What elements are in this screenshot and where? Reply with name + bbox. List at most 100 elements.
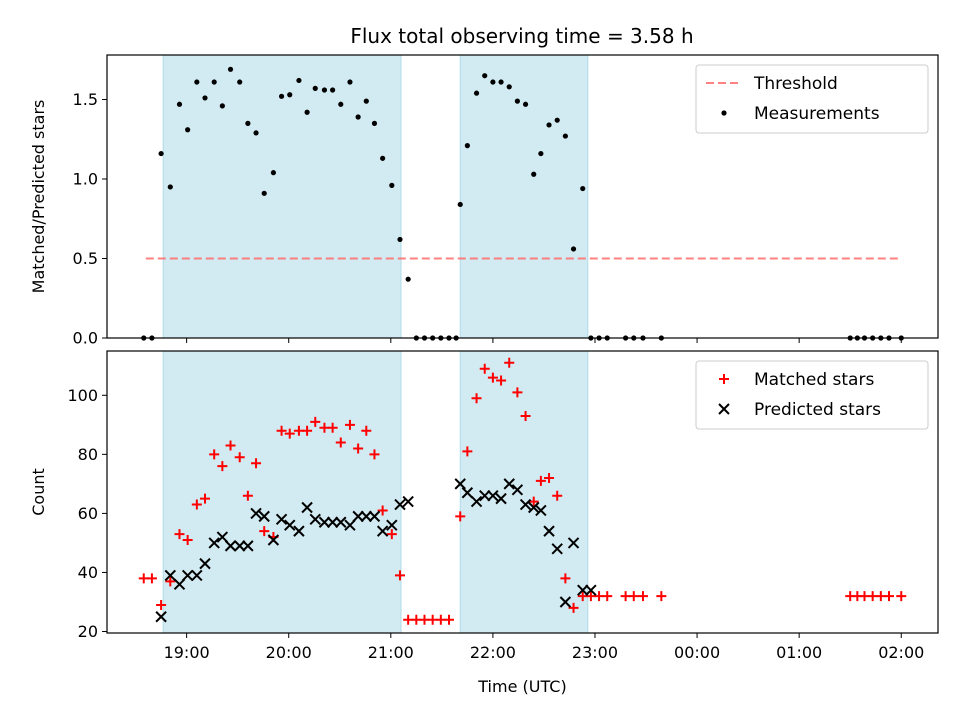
- measurement-point: [473, 90, 480, 96]
- measurement-point: [296, 77, 302, 84]
- measurement-point: [570, 246, 577, 252]
- x-tick-label: 22:00: [470, 643, 516, 662]
- top-data-points: [141, 66, 904, 341]
- measurement-point: [380, 155, 386, 161]
- measurement-point: [347, 79, 353, 85]
- predicted-star-point: [585, 584, 597, 596]
- matched-star-point: [479, 363, 490, 374]
- measurement-point: [522, 101, 529, 107]
- predicted-star-point: [250, 507, 262, 520]
- matched-star-point: [369, 449, 380, 460]
- bottom-y-axis-label: Count: [29, 468, 48, 516]
- matched-star-point: [637, 591, 648, 602]
- x-tick-label: 01:00: [776, 643, 822, 662]
- bottom-axes-frame: [106, 350, 939, 634]
- measurement-point: [270, 170, 277, 176]
- matched-star-point: [276, 425, 287, 436]
- matched-star-point: [656, 591, 667, 602]
- matched-star-point: [191, 499, 202, 510]
- matched-star-point: [443, 614, 454, 625]
- predicted-star-point: [479, 489, 491, 502]
- matched-star-point: [234, 452, 245, 463]
- y-tick-label: 0.0: [73, 329, 98, 348]
- matched-star-point: [602, 591, 613, 602]
- matched-star-point: [544, 472, 555, 483]
- matched-star-point: [386, 529, 397, 540]
- x-tick-label: 02:00: [878, 643, 924, 662]
- measurement-point: [176, 101, 183, 107]
- predicted-star-point: [360, 510, 373, 523]
- measurement-point: [194, 79, 200, 85]
- legend-label: Threshold: [753, 74, 838, 94]
- matched-star-point: [883, 591, 894, 602]
- predicted-star-point: [208, 537, 220, 549]
- matched-star-point: [165, 576, 176, 587]
- matched-star-point: [182, 534, 193, 545]
- y-tick-label: 100: [67, 386, 98, 405]
- matched-star-point: [455, 511, 466, 522]
- predicted-star-point: [344, 519, 356, 531]
- top-y-axis-label: Matched/Predicted stars: [29, 100, 48, 294]
- measurement-point: [397, 236, 403, 243]
- bottom-y-axis: 20 40 60 80 100: [67, 386, 107, 641]
- top-y-axis: 0.0 0.5 1.0 1.5: [73, 90, 107, 348]
- predicted-star-point: [461, 487, 474, 499]
- measurement-point: [338, 101, 344, 107]
- shaded-interval-1: [162, 350, 402, 634]
- matched-star-point: [344, 419, 355, 430]
- measurement-point: [389, 182, 395, 188]
- predicted-star-point: [577, 584, 589, 596]
- measurement-point: [278, 93, 285, 99]
- measurement-point: [457, 201, 463, 208]
- shaded-interval-1: [162, 54, 402, 339]
- matched-star-point: [471, 393, 482, 404]
- legend-marker-matched: [719, 374, 729, 384]
- x-tick-label: 20:00: [266, 643, 312, 662]
- predicted-star-point: [155, 611, 167, 623]
- legend-label: Measurements: [754, 104, 880, 124]
- predicted-star-point: [242, 540, 254, 552]
- matched-star-point: [535, 475, 546, 486]
- bottom-data-points: [138, 357, 907, 625]
- matched-star-point: [310, 416, 321, 427]
- matched-star-point: [209, 449, 220, 460]
- predicted-star-point: [275, 513, 288, 526]
- y-tick-label: 0.5: [73, 249, 98, 268]
- measurement-point: [562, 133, 568, 139]
- predicted-star-point: [535, 504, 547, 517]
- predicted-star-point: [318, 516, 331, 528]
- measurement-point: [185, 127, 191, 133]
- matched-star-point: [156, 599, 167, 610]
- predicted-star-point: [559, 596, 572, 608]
- y-tick-label: 80: [78, 445, 98, 464]
- matched-star-point: [242, 490, 253, 501]
- matched-star-point: [259, 526, 270, 537]
- legend-box: [695, 360, 929, 430]
- top-legend: Threshold Measurements: [695, 64, 929, 134]
- measurement-point: [330, 87, 336, 93]
- predicted-star-point: [495, 492, 507, 505]
- measurement-point: [219, 103, 225, 109]
- matched-star-point: [327, 422, 338, 433]
- matched-star-point: [896, 591, 907, 602]
- matched-star-point: [628, 591, 639, 602]
- matched-star-point: [302, 425, 313, 436]
- matched-star-point: [496, 375, 507, 386]
- predicted-star-point: [335, 516, 347, 528]
- predicted-star-point: [309, 513, 321, 526]
- top-x-axis: [186, 338, 902, 343]
- matched-star-point: [251, 458, 262, 469]
- predicted-star-point: [454, 478, 466, 490]
- x-tick-label: 21:00: [368, 643, 414, 662]
- matched-star-point: [353, 443, 364, 454]
- predicted-star-point: [234, 540, 246, 552]
- predicted-star-point: [528, 501, 540, 514]
- measurement-point: [253, 130, 259, 136]
- measurement-point: [304, 109, 310, 115]
- predicted-star-point: [164, 569, 177, 582]
- predicted-star-point: [487, 489, 499, 502]
- legend-label: Predicted stars: [754, 400, 881, 420]
- top-axes-frame: [106, 54, 939, 339]
- measurement-point: [237, 79, 243, 85]
- measurement-point: [245, 120, 251, 126]
